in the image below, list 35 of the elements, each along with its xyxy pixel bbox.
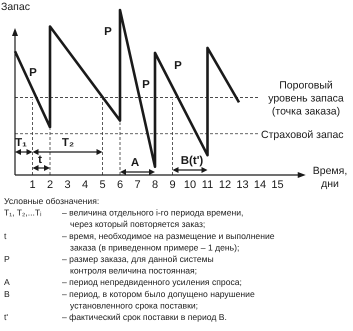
- text: T₁, T₂,...Tᵢ – величина отдельного i-го периода времени, через который повторяется заказ;: [4, 208, 244, 230]
- annotation: t: [38, 154, 42, 166]
- x-axis-title: Время, дни: [312, 165, 348, 190]
- x-tick-label: 12: [218, 179, 232, 191]
- ref-line-label: Пороговый уровень запаса (точка заказа): [268, 79, 344, 118]
- x-tick-label: 5: [99, 179, 106, 191]
- x-tick-label: 3: [64, 179, 71, 191]
- annotation: P: [142, 79, 150, 91]
- x-tick-label: 7: [134, 179, 141, 191]
- annotation: T₂: [62, 137, 74, 149]
- x-tick-label: 4: [82, 179, 88, 191]
- annotation: T₁: [15, 137, 28, 149]
- annotation: P: [104, 26, 112, 38]
- annotation: P: [174, 60, 182, 72]
- x-tick-label: 11: [202, 179, 214, 191]
- y-axis-title: Запас: [1, 1, 30, 13]
- x-tick-label: 15: [271, 179, 284, 191]
- x-tick-label: 13: [236, 179, 249, 191]
- annotation: A: [130, 157, 140, 169]
- text: t – время, необходимое на размещение и выполнение заказа (в приведенном примере – 1 день);: [4, 230, 275, 252]
- x-tick-label: 8: [152, 179, 158, 191]
- annotation: B(t'): [180, 155, 204, 167]
- x-tick-label: 6: [116, 179, 124, 191]
- text: t' – фактический срок поставки в период B.: [4, 312, 227, 322]
- x-tick-label: 1: [29, 179, 36, 191]
- text: B – период, в котором было допущено нарушение установленного срока поставки;: [4, 288, 255, 310]
- x-tick-label: 10: [184, 179, 196, 191]
- text: P – размер заказа, для данной системы контроля величина постоянная;: [4, 254, 214, 276]
- annotation: P: [29, 67, 38, 79]
- ref-line-label: Страховой запас: [261, 128, 344, 141]
- text: Условные обозначения:: [4, 196, 100, 206]
- x-tick-label: 14: [254, 179, 266, 191]
- text: A – период непредвиденного усиления спроса;: [4, 277, 242, 288]
- x-tick-label: 2: [46, 179, 54, 191]
- x-tick-label: 9: [169, 179, 176, 191]
